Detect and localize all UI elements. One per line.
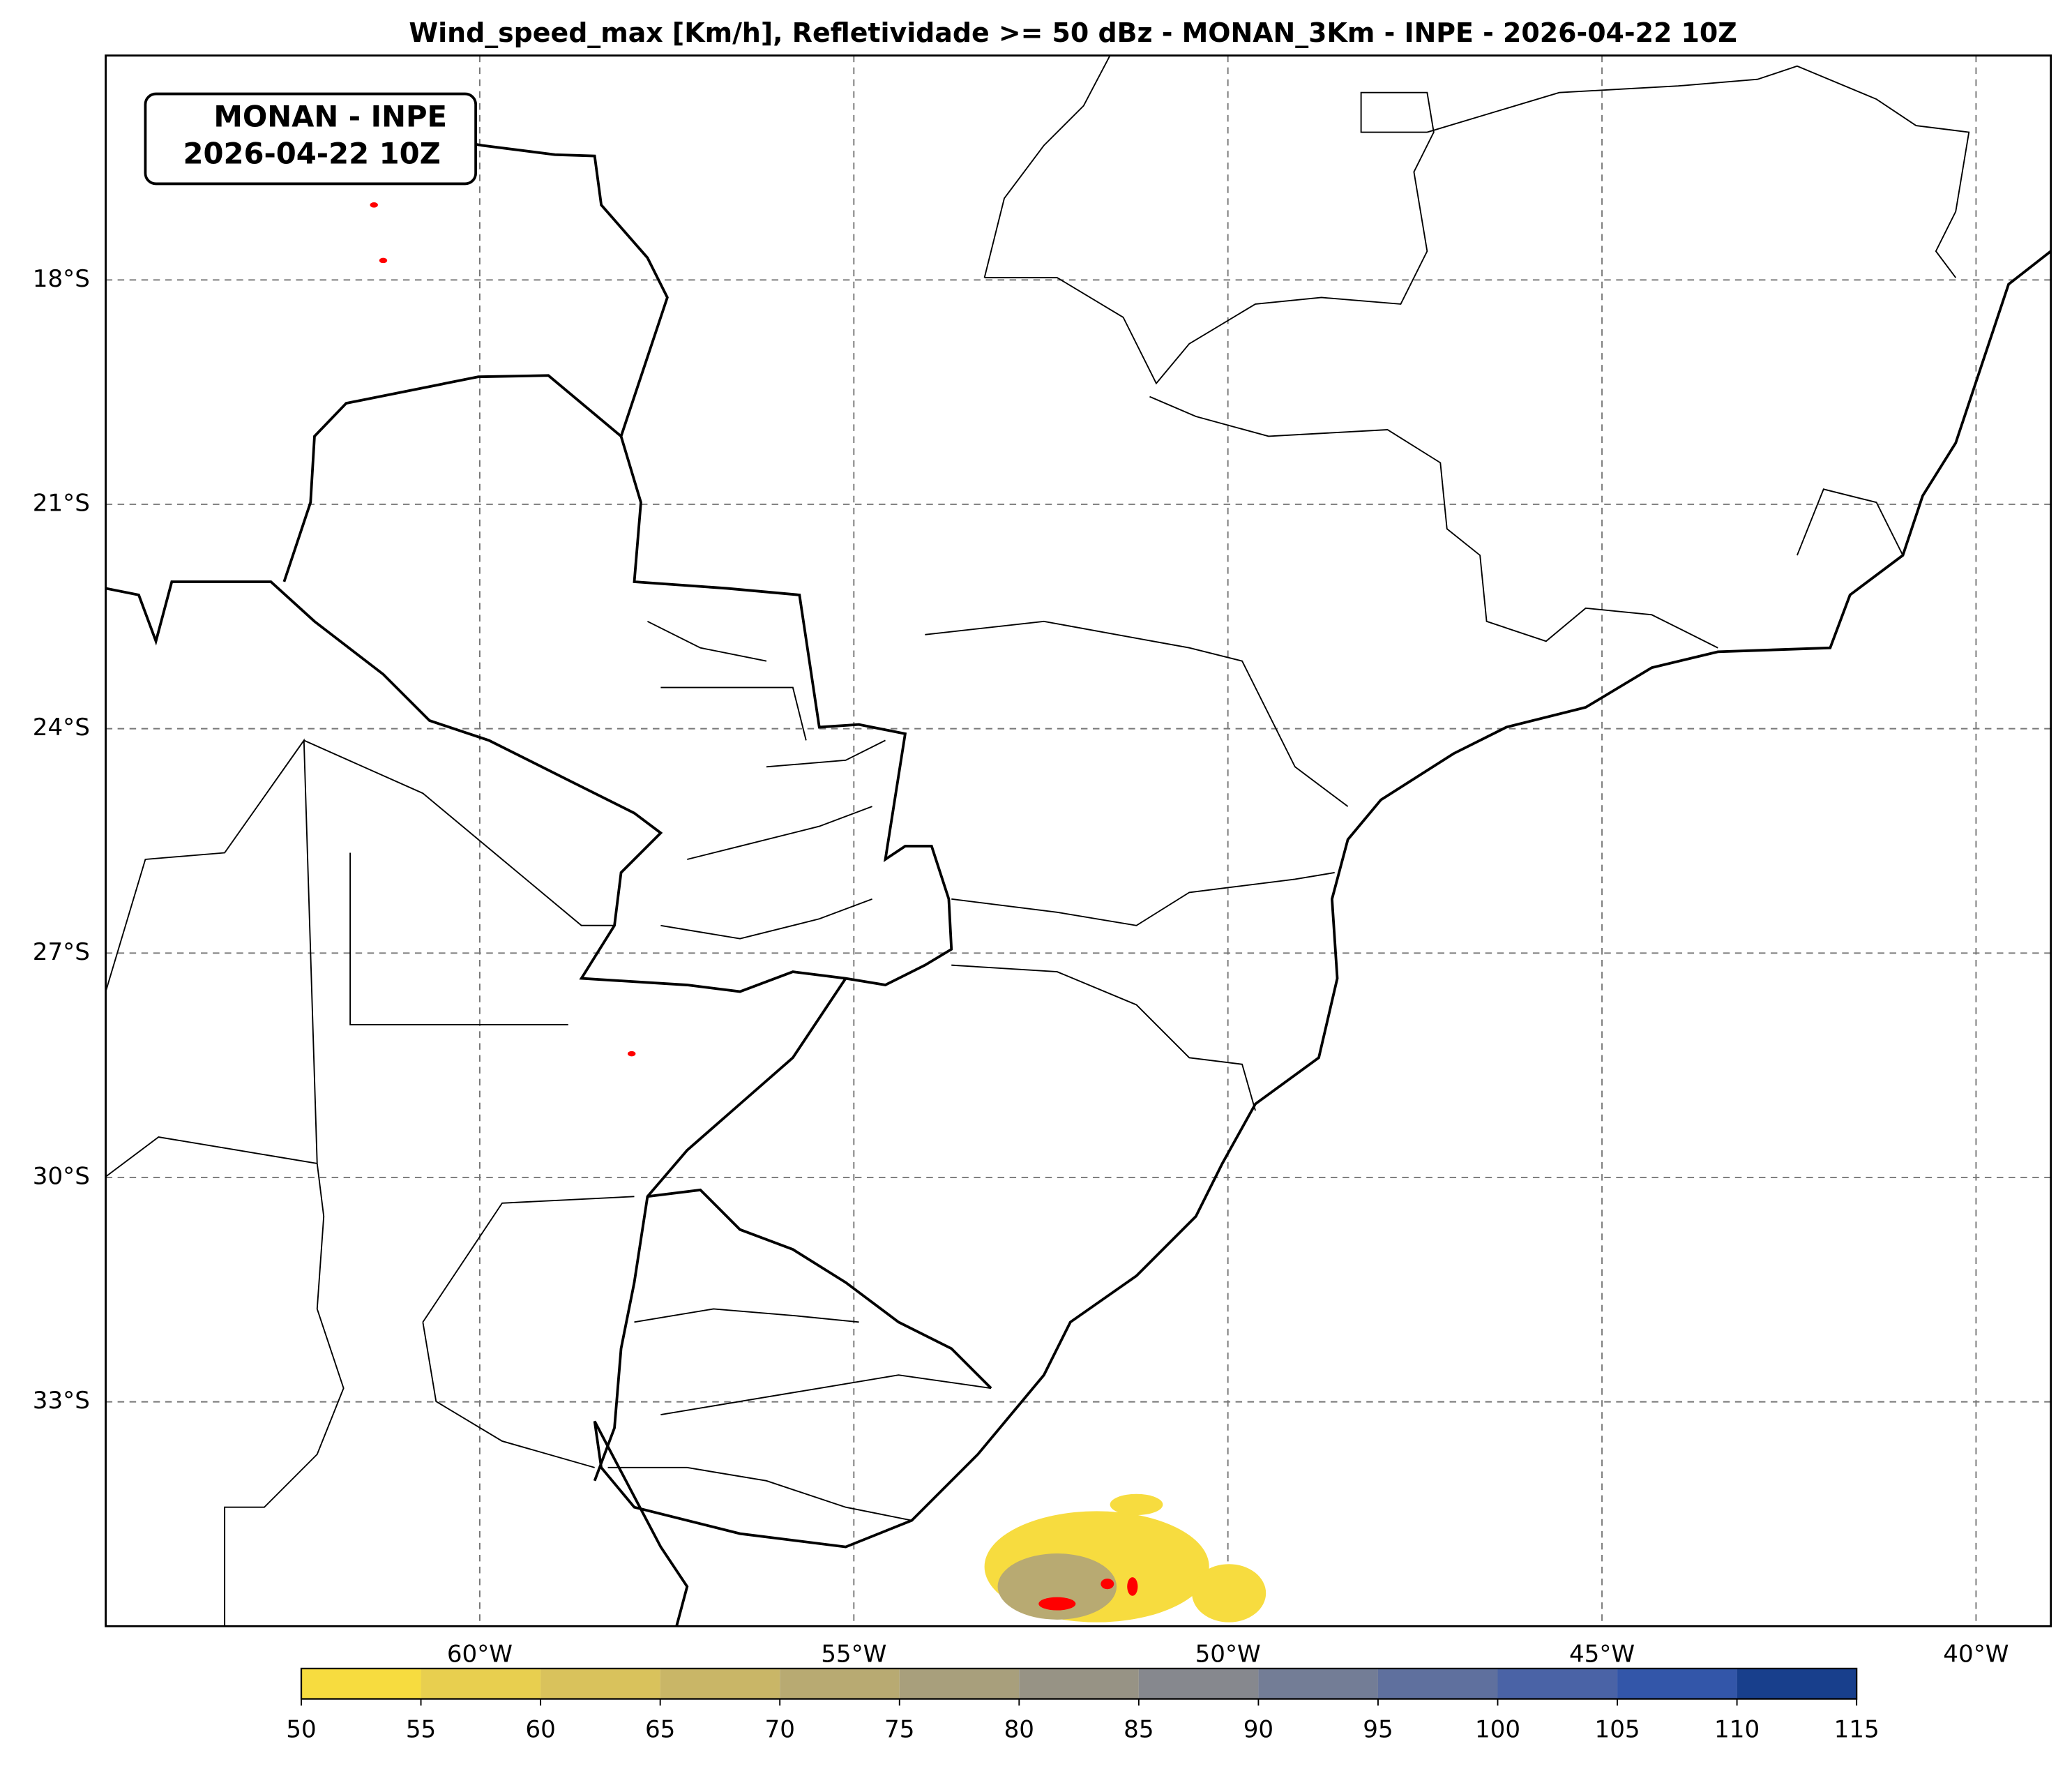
colorbar-swatch	[1258, 1668, 1378, 1699]
colorbar-tick-label: 50	[286, 1716, 316, 1744]
axes: 60°W 55°W 50°W 45°W 40°W 18°S 21°S 24°S 27°S 30°S…	[33, 265, 2009, 1669]
colorbar-tick-label: 75	[884, 1716, 914, 1744]
annotation-frame	[144, 92, 478, 186]
coastline	[593, 250, 2052, 1627]
colorbar-tick-label: 100	[1475, 1716, 1520, 1744]
cell	[1101, 1579, 1114, 1590]
colorbar-tick-label: 90	[1243, 1716, 1273, 1744]
colorbar-swatch	[540, 1668, 660, 1699]
colorbar: 50 55 60 65 70 75 80 85 90 95 100 105 110 115	[286, 1667, 1880, 1744]
cell	[379, 257, 388, 264]
x-tick-label: 60°W	[447, 1640, 513, 1668]
x-tick-label: 40°W	[1943, 1640, 2009, 1668]
cell	[370, 202, 378, 208]
y-tick-label: 24°S	[33, 714, 90, 742]
x-tick-label: 45°W	[1569, 1640, 1635, 1668]
colorbar-tick-label: 65	[645, 1716, 675, 1744]
colorbar-swatch	[1497, 1668, 1618, 1699]
colorbar-swatch	[1737, 1668, 1857, 1699]
colorbar-tick-label: 95	[1363, 1716, 1393, 1744]
colorbar-tick-label: 110	[1714, 1716, 1760, 1744]
grid	[105, 55, 2051, 1627]
colorbar-tick-label: 80	[1004, 1716, 1034, 1744]
cell	[1038, 1597, 1076, 1611]
state-border	[105, 55, 1970, 1627]
colorbar-tick-label: 60	[525, 1716, 555, 1744]
colorbar-tick-label: 55	[406, 1716, 436, 1744]
annotation-line: MONAN - INPE	[213, 100, 447, 134]
colorbar-swatch	[780, 1668, 900, 1699]
cell	[1127, 1577, 1138, 1596]
colorbar-swatch	[1377, 1668, 1498, 1699]
colorbar-tick-label: 70	[765, 1716, 795, 1744]
colorbar-swatch	[1138, 1668, 1259, 1699]
map-title: Wind_speed_max [Km/h], Refletividade >= …	[409, 17, 1737, 48]
cell	[628, 1051, 636, 1057]
colorbar-tick-label: 105	[1595, 1716, 1640, 1744]
colorbar-swatch	[1019, 1668, 1139, 1699]
y-tick-label: 33°S	[33, 1387, 90, 1415]
x-tick-label: 50°W	[1195, 1640, 1261, 1668]
colorbar-swatch	[899, 1668, 1020, 1699]
reflectivity-cells	[370, 202, 1266, 1623]
map-area: MONAN - INPE 2026-04-22 10Z	[105, 54, 2052, 1627]
colorbar-tick-label: 115	[1834, 1716, 1880, 1744]
colorbar-swatch	[301, 1668, 421, 1699]
cell	[997, 1553, 1117, 1620]
y-tick-label: 27°S	[33, 938, 90, 966]
annotation-line: 2026-04-22 10Z	[183, 137, 440, 171]
map-frame	[105, 54, 2052, 1627]
annotation-box: MONAN - INPE 2026-04-22 10Z	[144, 92, 478, 186]
colorbar-swatch	[421, 1668, 541, 1699]
colorbar-swatch	[1617, 1668, 1737, 1699]
colorbar-frame	[300, 1667, 1858, 1700]
y-tick-label: 21°S	[33, 489, 90, 517]
colorbar-swatch	[660, 1668, 780, 1699]
y-tick-label: 18°S	[33, 265, 90, 293]
x-tick-label: 55°W	[821, 1640, 886, 1668]
y-tick-label: 30°S	[33, 1162, 90, 1190]
map-background	[105, 55, 2051, 1627]
country-border	[105, 117, 992, 1482]
cell	[1110, 1493, 1163, 1516]
cell	[1192, 1564, 1266, 1623]
colorbar-tick-label: 85	[1124, 1716, 1154, 1744]
